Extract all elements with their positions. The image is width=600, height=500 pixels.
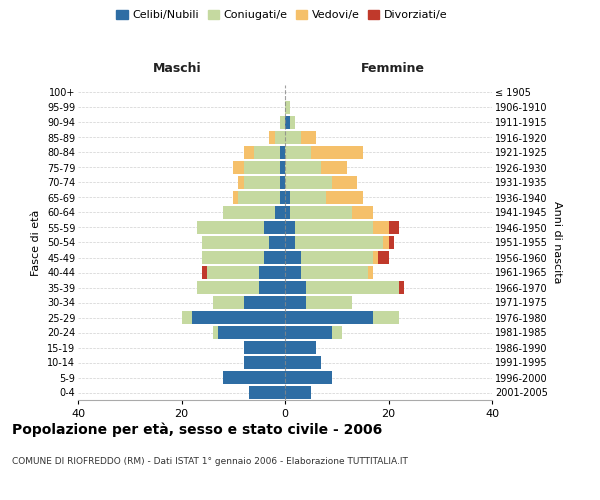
Bar: [295, 222, 373, 234]
Bar: [208, 266, 259, 278]
Bar: [280, 162, 285, 173]
Bar: [244, 342, 285, 353]
Text: Popolazione per età, sesso e stato civile - 2006: Popolazione per età, sesso e stato civil…: [12, 422, 382, 437]
Bar: [280, 192, 285, 203]
Bar: [389, 236, 394, 248]
Bar: [285, 266, 301, 278]
Bar: [373, 222, 389, 234]
Bar: [212, 326, 218, 338]
Bar: [244, 162, 280, 173]
Legend: Celibi/Nubili, Coniugati/e, Vedovi/e, Divorziati/e: Celibi/Nubili, Coniugati/e, Vedovi/e, Di…: [112, 6, 452, 25]
Bar: [259, 266, 285, 278]
Bar: [295, 236, 383, 248]
Bar: [285, 296, 306, 308]
Bar: [269, 132, 275, 143]
Bar: [285, 372, 332, 384]
Bar: [265, 222, 285, 234]
Bar: [249, 386, 285, 398]
Bar: [399, 282, 404, 294]
Bar: [223, 372, 285, 384]
Bar: [202, 236, 269, 248]
Bar: [285, 102, 290, 114]
Bar: [285, 356, 321, 368]
Text: COMUNE DI RIOFREDDO (RM) - Dati ISTAT 1° gennaio 2006 - Elaborazione TUTTITALIA.: COMUNE DI RIOFREDDO (RM) - Dati ISTAT 1°…: [12, 458, 408, 466]
Bar: [285, 282, 306, 294]
Bar: [290, 116, 295, 128]
Bar: [285, 176, 332, 188]
Bar: [275, 206, 285, 218]
Bar: [290, 206, 352, 218]
Bar: [285, 146, 311, 158]
Bar: [275, 132, 285, 143]
Y-axis label: Anni di nascita: Anni di nascita: [551, 201, 562, 284]
Bar: [378, 252, 389, 264]
Bar: [265, 252, 285, 264]
Bar: [244, 176, 280, 188]
Bar: [301, 266, 368, 278]
Bar: [332, 326, 342, 338]
Bar: [285, 206, 290, 218]
Bar: [285, 386, 311, 398]
Bar: [244, 296, 285, 308]
Text: Maschi: Maschi: [152, 62, 202, 75]
Bar: [280, 116, 285, 128]
Bar: [202, 252, 265, 264]
Bar: [244, 356, 285, 368]
Bar: [389, 222, 399, 234]
Bar: [197, 222, 265, 234]
Bar: [326, 192, 362, 203]
Text: Femmine: Femmine: [361, 62, 425, 75]
Bar: [311, 146, 362, 158]
Bar: [285, 326, 332, 338]
Bar: [285, 252, 301, 264]
Bar: [233, 192, 238, 203]
Y-axis label: Fasce di età: Fasce di età: [31, 210, 41, 276]
Bar: [197, 282, 259, 294]
Bar: [285, 236, 295, 248]
Bar: [285, 342, 316, 353]
Bar: [306, 282, 399, 294]
Bar: [182, 312, 192, 324]
Bar: [212, 296, 244, 308]
Bar: [301, 252, 373, 264]
Bar: [233, 162, 244, 173]
Bar: [321, 162, 347, 173]
Bar: [285, 222, 295, 234]
Bar: [280, 176, 285, 188]
Bar: [192, 312, 285, 324]
Bar: [301, 132, 316, 143]
Bar: [202, 266, 208, 278]
Bar: [285, 192, 290, 203]
Bar: [218, 326, 285, 338]
Bar: [280, 146, 285, 158]
Bar: [223, 206, 275, 218]
Bar: [285, 116, 290, 128]
Bar: [285, 132, 301, 143]
Bar: [332, 176, 358, 188]
Bar: [238, 176, 244, 188]
Bar: [290, 192, 326, 203]
Bar: [306, 296, 352, 308]
Bar: [244, 146, 254, 158]
Bar: [259, 282, 285, 294]
Bar: [285, 312, 373, 324]
Bar: [373, 312, 399, 324]
Bar: [368, 266, 373, 278]
Bar: [285, 162, 321, 173]
Bar: [383, 236, 389, 248]
Bar: [254, 146, 280, 158]
Bar: [238, 192, 280, 203]
Bar: [352, 206, 373, 218]
Bar: [269, 236, 285, 248]
Bar: [373, 252, 378, 264]
